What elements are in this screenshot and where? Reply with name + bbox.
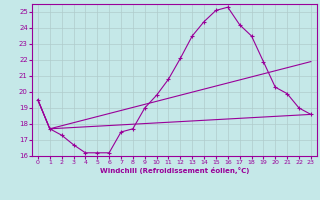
X-axis label: Windchill (Refroidissement éolien,°C): Windchill (Refroidissement éolien,°C) [100, 167, 249, 174]
